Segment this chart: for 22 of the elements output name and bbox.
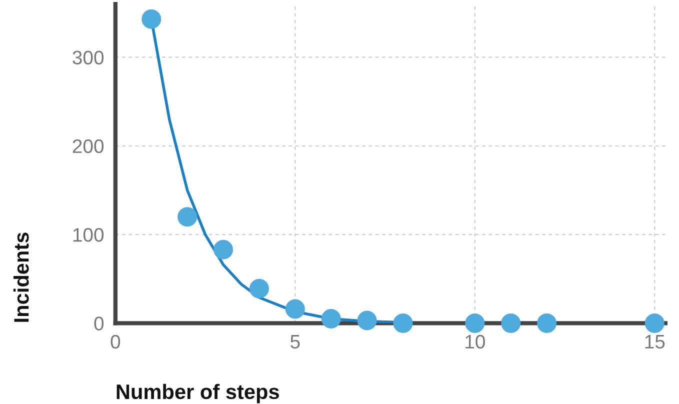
point	[465, 313, 485, 333]
point	[142, 9, 162, 29]
point	[393, 313, 413, 333]
y-axis-title: Incidents	[14, 232, 29, 322]
point	[537, 313, 557, 333]
y-tick-label: 100	[73, 228, 104, 242]
point	[178, 207, 198, 227]
x-tick-label: 5	[290, 335, 300, 349]
point	[644, 313, 664, 333]
point	[285, 299, 305, 319]
x-tick-label: 15	[645, 335, 665, 349]
point	[501, 313, 521, 333]
y-tick-label: 200	[72, 139, 104, 154]
y-tick-label: 0	[94, 316, 104, 330]
point	[357, 310, 377, 330]
point	[249, 278, 269, 298]
x-tick-label: 10	[466, 334, 485, 349]
y-tick-label: 300	[72, 50, 104, 64]
x-axis-title: Number of steps	[116, 384, 279, 404]
x-tick-label: 0	[110, 334, 120, 349]
point	[321, 309, 341, 329]
point	[214, 240, 234, 260]
